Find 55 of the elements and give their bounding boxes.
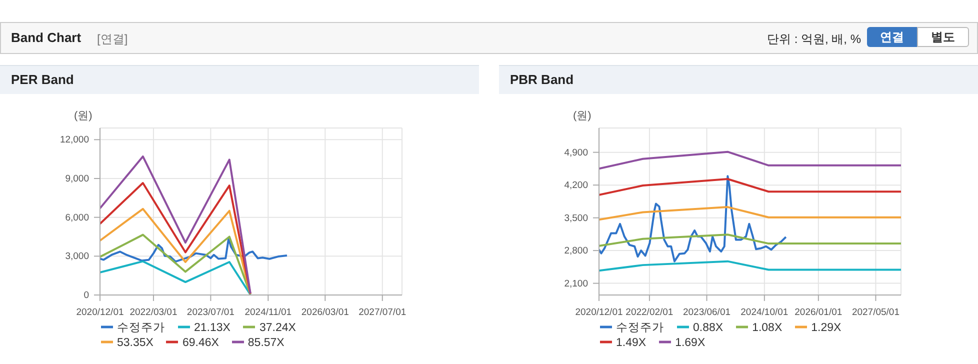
x-tick-label: 2024/11/01	[244, 307, 292, 318]
line-series	[100, 182, 252, 295]
chart-title: PBR Band	[499, 65, 978, 94]
line-series	[100, 260, 252, 295]
x-tick-label: 2026/01/01	[794, 307, 842, 318]
y-axis-title: (원)	[74, 109, 92, 123]
line-series	[100, 237, 288, 263]
legend-label: 수정주가	[615, 321, 664, 336]
x-tick-label: 2026/03/01	[301, 307, 349, 318]
legend-label: 1.08X	[751, 321, 782, 336]
y-axis-title: (원)	[573, 109, 592, 123]
chart-title: PER Band	[0, 65, 479, 94]
x-tick-label: 2022/03/01	[130, 307, 178, 318]
x-tick-label: 2027/07/01	[358, 307, 406, 318]
legend-label: 0.88X	[692, 321, 724, 336]
line-series	[100, 234, 252, 295]
line-series	[599, 206, 901, 221]
x-tick-label: 2023/06/01	[682, 307, 731, 318]
y-tick-label: 2,800	[564, 246, 588, 257]
y-tick-label: 3,000	[65, 251, 89, 262]
toggle-button: 연결	[867, 27, 917, 47]
y-tick-label: 12,000	[60, 134, 89, 146]
x-tick-label: 2027/05/01	[852, 307, 900, 318]
toggle-button: 별도	[917, 27, 969, 47]
line-series	[599, 150, 901, 170]
x-tick-label: 2022/02/01	[626, 307, 674, 318]
text: [연결]	[97, 31, 128, 48]
legend-label: 1.69X	[674, 336, 706, 351]
y-tick-label: 0	[84, 290, 89, 301]
legend-label: 1.49X	[615, 336, 646, 351]
line-series	[599, 175, 787, 262]
line-series	[599, 234, 901, 247]
x-tick-label: 2023/07/01	[186, 307, 234, 318]
y-tick-label: 3,500	[564, 212, 588, 224]
legend-label: 69.46X	[181, 336, 219, 351]
legend-label: 21.13X	[193, 321, 230, 336]
legend-label: 37.24X	[258, 321, 296, 336]
legend-label: 53.35X	[116, 336, 154, 351]
line-series	[599, 178, 901, 196]
line-series	[100, 208, 252, 295]
legend-label: 85.57X	[246, 336, 284, 351]
legend-label: 1.29X	[810, 321, 842, 336]
y-tick-label: 4,900	[564, 147, 588, 158]
legend-label: 수정주가	[116, 321, 165, 336]
x-tick-label: 2020/12/01	[76, 307, 124, 318]
y-tick-label: 2,100	[564, 278, 588, 290]
y-tick-label: 4,200	[564, 180, 588, 192]
y-tick-label: 9,000	[65, 173, 89, 184]
line-series	[599, 260, 901, 272]
line-series	[100, 155, 252, 294]
text: 단위 : 억원, 배, %	[767, 31, 862, 48]
y-tick-label: 6,000	[65, 212, 89, 224]
x-tick-label: 2024/10/01	[740, 307, 788, 318]
text: Band Chart	[11, 30, 82, 45]
x-tick-label: 2020/12/01	[575, 307, 623, 318]
